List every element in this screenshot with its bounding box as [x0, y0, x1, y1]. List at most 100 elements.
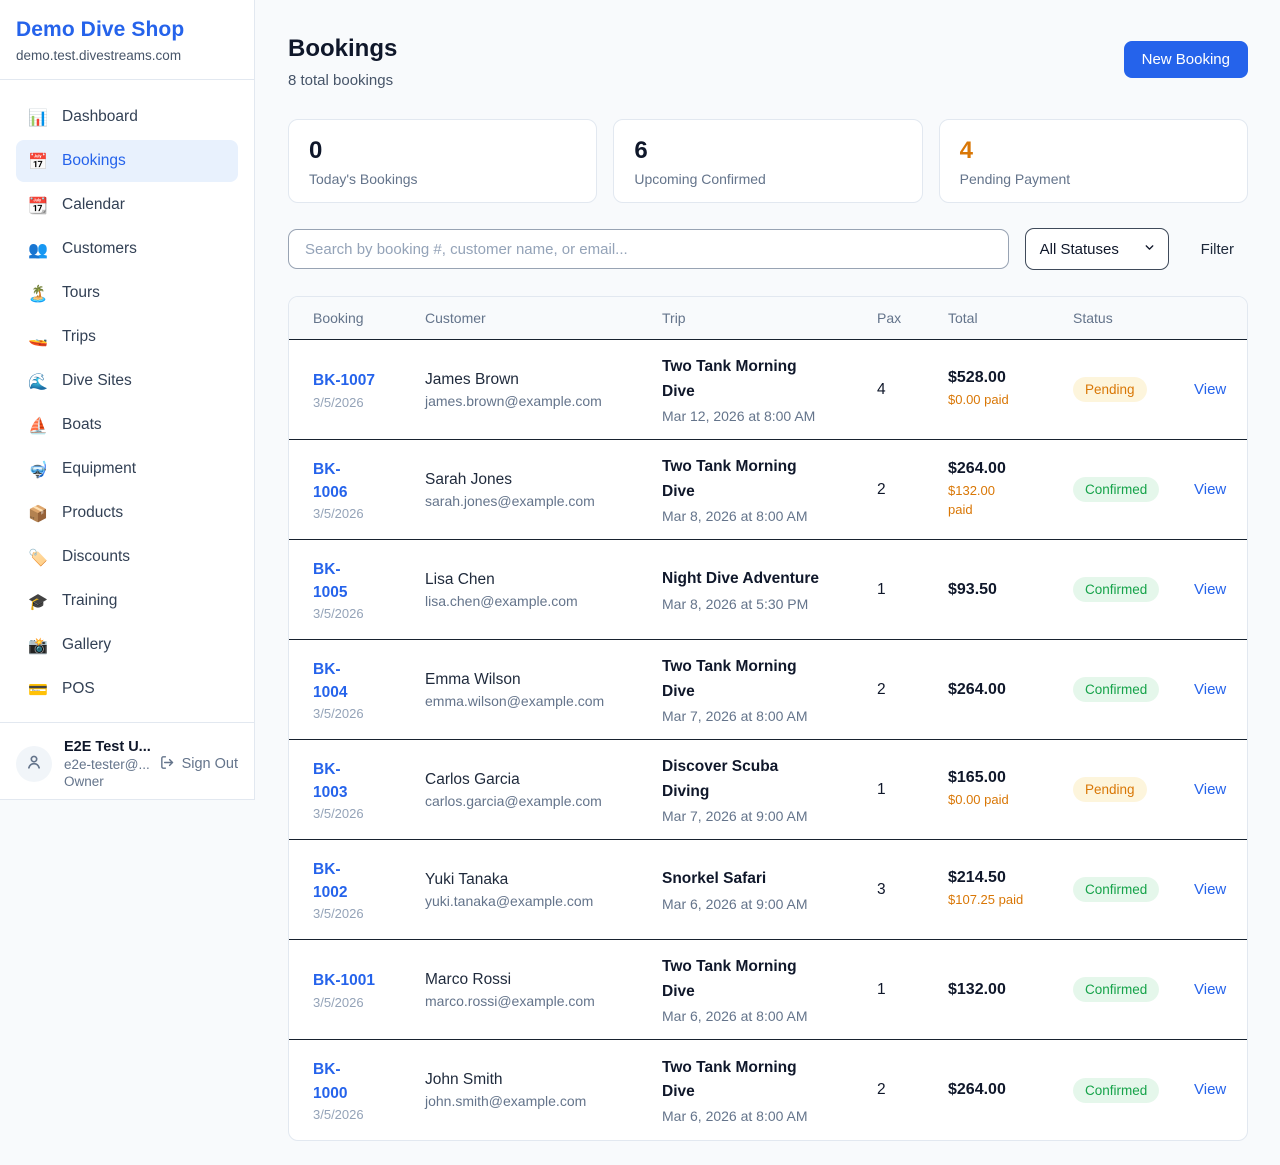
status-badge: Confirmed — [1073, 877, 1160, 902]
sidebar-item-training[interactable]: 🎓 Training — [16, 580, 238, 622]
sidebar-item-equipment[interactable]: 🤿 Equipment — [16, 448, 238, 490]
booking-id-link[interactable]: BK-1007 — [313, 372, 376, 390]
table-row: BK- 1004 3/5/2026 Emma Wilson emma.wilso… — [289, 640, 1247, 740]
sidebar-item-tours[interactable]: 🏝️ Tours — [16, 272, 238, 314]
booking-id-link[interactable]: BK- 1000 — [313, 1061, 348, 1102]
customer-cell: Emma Wilson emma.wilson@example.com — [425, 671, 662, 709]
customer-name: John Smith — [425, 1071, 503, 1088]
trip-cell: Snorkel Safari Mar 6, 2026 at 9:00 AM — [662, 867, 877, 911]
search-input[interactable] — [288, 229, 1009, 269]
sidebar: Demo Dive Shop demo.test.divestreams.com… — [0, 0, 255, 800]
booking-id-link[interactable]: BK- 1002 — [313, 860, 348, 901]
booking-id-link[interactable]: BK- 1003 — [313, 760, 348, 801]
booking-date: 3/5/2026 — [313, 906, 364, 922]
sidebar-item-discounts[interactable]: 🏷️ Discounts — [16, 536, 238, 578]
status-cell: Confirmed — [1073, 877, 1194, 902]
user-name: E2E Test U... — [64, 739, 151, 755]
sidebar-item-label: Bookings — [62, 152, 126, 169]
sidebar-item-dive-sites[interactable]: 🌊 Dive Sites — [16, 360, 238, 402]
booking-date: 3/5/2026 — [313, 806, 364, 822]
trip-cell: Night Dive Adventure Mar 8, 2026 at 5:30… — [662, 567, 877, 611]
pax-cell: 2 — [877, 1081, 886, 1098]
user-role: Owner — [64, 774, 104, 789]
booking-date: 3/5/2026 — [313, 994, 364, 1010]
trip-datetime: Mar 8, 2026 at 8:00 AM — [662, 507, 808, 524]
view-link[interactable]: View — [1194, 780, 1227, 798]
total-amount: $264.00 — [948, 680, 1006, 698]
total-amount: $214.50 — [948, 869, 1006, 887]
trip-name: Two Tank Morning Dive — [662, 358, 797, 400]
sidebar-item-products[interactable]: 📦 Products — [16, 492, 238, 534]
sidebar-item-label: Boats — [62, 416, 102, 433]
trip-datetime: Mar 12, 2026 at 8:00 AM — [662, 407, 816, 424]
sidebar-item-pos[interactable]: 💳 POS — [16, 668, 238, 710]
customer-email: james.brown@example.com — [425, 392, 602, 409]
table-row: BK- 1006 3/5/2026 Sarah Jones sarah.jone… — [289, 440, 1247, 540]
view-link[interactable]: View — [1194, 480, 1227, 498]
sign-out-button[interactable]: Sign Out — [159, 754, 238, 775]
pax-cell: 3 — [877, 880, 886, 898]
graduation-cap-icon: 🎓 — [28, 591, 48, 611]
trip-cell: Two Tank Morning Dive Mar 6, 2026 at 8:0… — [662, 1056, 877, 1124]
total-cell: $264.00 $132.00 paid — [948, 460, 1073, 520]
stat-card-pending-payment: 4 Pending Payment — [938, 119, 1248, 203]
actions-cell: View — [1194, 381, 1226, 399]
booking-id-link[interactable]: BK- 1004 — [313, 660, 348, 701]
sidebar-item-boats[interactable]: ⛵ Boats — [16, 404, 238, 446]
status-cell: Confirmed — [1073, 977, 1194, 1002]
sidebar-item-label: Dashboard — [62, 108, 138, 125]
sidebar-item-gallery[interactable]: 📸 Gallery — [16, 624, 238, 666]
user-email: e2e-tester@... — [64, 757, 150, 772]
label-tag-icon: 🏷️ — [28, 547, 48, 567]
stat-label: Pending Payment — [959, 171, 1071, 187]
status-badge: Confirmed — [1073, 1077, 1160, 1103]
people-icon: 👥 — [28, 239, 48, 259]
stat-value: 6 — [634, 137, 648, 164]
view-link[interactable]: View — [1194, 1081, 1227, 1098]
user-meta: E2E Test U... e2e-tester@... Owner — [64, 739, 151, 789]
trip-cell: Two Tank Morning Dive Mar 6, 2026 at 8:0… — [662, 955, 877, 1023]
pax-cell: 2 — [877, 680, 886, 698]
customer-cell: James Brown james.brown@example.com — [425, 371, 662, 409]
col-header-status: Status — [1073, 310, 1113, 326]
booking-cell: BK-1007 3/5/2026 — [313, 369, 425, 409]
sidebar-item-label: Tours — [62, 284, 100, 301]
bar-chart-icon: 📊 — [28, 107, 48, 127]
trip-name: Two Tank Morning Dive — [662, 1058, 797, 1100]
view-link[interactable]: View — [1194, 880, 1227, 898]
table-row: BK- 1003 3/5/2026 Carlos Garcia carlos.g… — [289, 740, 1247, 840]
page-header-text: Bookings 8 total bookings — [288, 35, 397, 89]
actions-cell: View — [1194, 781, 1226, 799]
sign-out-icon — [159, 754, 176, 775]
customer-cell: Carlos Garcia carlos.garcia@example.com — [425, 771, 662, 809]
pax-cell: 4 — [877, 380, 886, 398]
sidebar-item-customers[interactable]: 👥 Customers — [16, 228, 238, 270]
customer-cell: Sarah Jones sarah.jones@example.com — [425, 471, 662, 509]
stat-card-upcoming-confirmed: 6 Upcoming Confirmed — [613, 119, 923, 203]
customer-email: yuki.tanaka@example.com — [425, 892, 594, 909]
booking-cell: BK- 1006 3/5/2026 — [313, 458, 425, 522]
sidebar-item-bookings[interactable]: 📅 Bookings — [16, 140, 238, 182]
trip-name: Two Tank Morning Dive — [662, 458, 797, 500]
booking-id-link[interactable]: BK- 1005 — [313, 560, 348, 601]
view-link[interactable]: View — [1194, 380, 1227, 398]
sidebar-item-label: Equipment — [62, 460, 137, 477]
sidebar-item-label: Products — [62, 504, 124, 521]
sidebar-item-dashboard[interactable]: 📊 Dashboard — [16, 96, 238, 138]
filter-button[interactable]: Filter — [1187, 231, 1248, 268]
customer-cell: Yuki Tanaka yuki.tanaka@example.com — [425, 871, 662, 909]
sidebar-item-calendar[interactable]: 📆 Calendar — [16, 184, 238, 226]
total-cell: $264.00 — [948, 1081, 1073, 1099]
sidebar-item-trips[interactable]: 🚤 Trips — [16, 316, 238, 358]
trip-name: Discover Scuba Diving — [662, 758, 779, 800]
customer-name: Marco Rossi — [425, 970, 512, 988]
view-link[interactable]: View — [1194, 680, 1227, 698]
booking-id-link[interactable]: BK-1001 — [313, 972, 376, 990]
status-filter-select[interactable]: All Statuses — [1024, 228, 1169, 270]
booking-id-link[interactable]: BK- 1006 — [313, 460, 348, 501]
new-booking-button[interactable]: New Booking — [1123, 41, 1248, 78]
view-link[interactable]: View — [1194, 580, 1227, 598]
col-header-total: Total — [948, 310, 978, 326]
customer-cell: John Smith john.smith@example.com — [425, 1071, 662, 1109]
view-link[interactable]: View — [1194, 980, 1227, 998]
